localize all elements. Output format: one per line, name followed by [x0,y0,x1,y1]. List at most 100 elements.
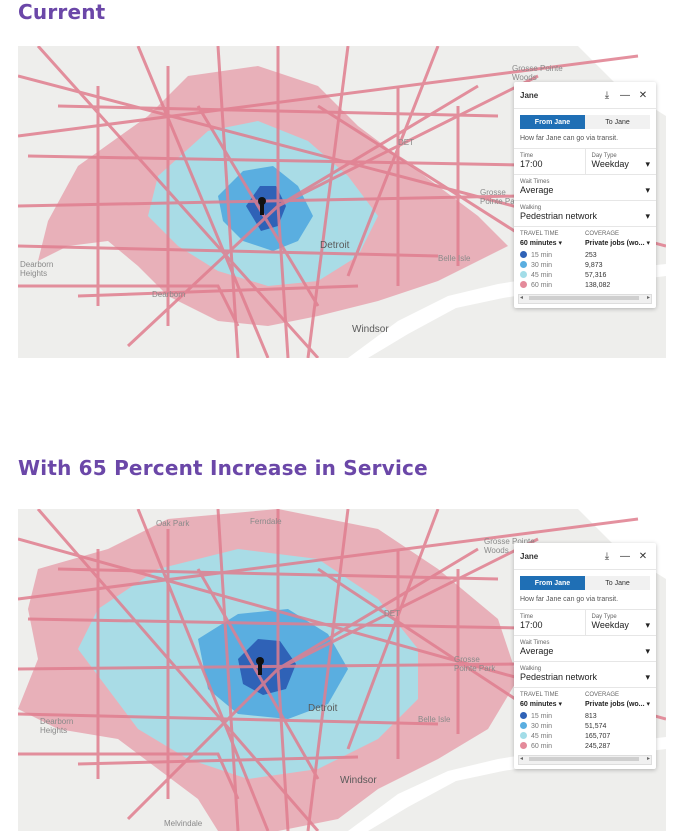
travel-time-value: 60 minutes [520,701,557,708]
caret-down-icon: ▾ [558,240,563,247]
wait-times-select[interactable]: Wait Times Average ▾ [514,636,656,662]
wait-times-select[interactable]: Wait Times Average ▾ [514,175,656,201]
day-type-value: Weekday [591,620,629,630]
label-grosse-pointe-park: Grosse Pointe Park [480,188,521,206]
coverage-header: COVERAGE [585,692,620,698]
day-type-value: Weekday [591,159,629,169]
table-row: 60 min 138,082 [520,280,650,290]
label-dearborn: Dearborn [152,290,186,299]
scrollbar-thumb[interactable] [529,296,639,300]
isochrone-map-increase[interactable]: Oak Park Ferndale Grosse Pointe Woods DE… [18,509,666,831]
row-label: 15 min [531,713,553,720]
wait-times-label: Wait Times [520,640,550,646]
walking-select[interactable]: Walking Pedestrian network ▾ [514,662,656,688]
row-value: 9,873 [585,261,603,269]
horizontal-scrollbar[interactable]: ◂ ▸ [518,294,652,304]
scroll-left-icon[interactable]: ◂ [520,756,524,762]
caret-down-icon: ▾ [646,701,650,708]
walking-label: Walking [520,666,542,672]
label-grosse-pointe-woods: Grosse Pointe Woods [512,64,563,82]
chevron-down-icon: ▾ [645,185,650,195]
tab-to-jane[interactable]: To Jane [585,576,650,590]
caret-down-icon: ▾ [558,701,563,708]
coverage-select[interactable]: Private jobs (wo... ▾ [585,700,650,708]
walking-value: Pedestrian network [520,211,598,221]
scroll-right-icon[interactable]: ▸ [646,295,650,301]
table-row: 30 min 51,574 [520,721,650,731]
walking-select[interactable]: Walking Pedestrian network ▾ [514,201,656,227]
tab-from-jane[interactable]: From Jane [520,115,585,129]
download-icon[interactable]: ⤓ [604,89,610,101]
close-icon[interactable]: ✕ [638,550,648,562]
travel-time-header: TRAVEL TIME [520,231,559,237]
caret-down-icon: ▾ [646,240,650,247]
label-grosse-pointe-park: Grosse Pointe Park [454,655,496,673]
table-row: 15 min 813 [520,711,650,721]
legend-dot-15 [520,251,527,258]
row-value: 57,316 [585,271,607,279]
travel-time-select[interactable]: 60 minutes ▾ [520,700,585,708]
close-icon[interactable]: ✕ [638,89,648,101]
wait-times-value: Average [520,646,554,656]
table-row: 30 min 9,873 [520,260,650,270]
time-label: Time [520,153,534,159]
day-type-select[interactable]: Day Type Weekday ▾ [584,610,657,635]
chevron-down-icon: ▾ [645,672,650,682]
label-belle-isle: Belle Isle [438,254,471,263]
tab-to-jane[interactable]: To Jane [585,115,650,129]
row-label: 60 min [531,282,553,289]
coverage-value: Private jobs (wo... [585,240,645,247]
legend-dot-60 [520,742,527,749]
travel-time-select[interactable]: 60 minutes ▾ [520,239,585,247]
time-field[interactable]: Time 17:00 [514,149,585,174]
row-label: 45 min [531,733,553,740]
isochrone-panel: Jane ⤓ — ✕ From Jane To Jane How far Jan… [514,82,656,308]
chevron-down-icon: ▾ [645,211,650,221]
label-det: DET [398,138,414,147]
table-row: 15 min 253 [520,250,650,260]
day-type-select[interactable]: Day Type Weekday ▾ [584,149,657,174]
day-type-label: Day Type [591,614,617,620]
row-label: 60 min [531,743,553,750]
origin-pin-icon [258,197,266,215]
row-value: 245,287 [585,742,611,750]
wait-times-value: Average [520,185,554,195]
row-label: 45 min [531,272,553,279]
row-label: 30 min [531,723,553,730]
transit-routes [18,46,666,358]
walking-value: Pedestrian network [520,672,598,682]
legend-dot-60 [520,281,527,288]
day-type-label: Day Type [591,153,617,159]
legend-dot-30 [520,261,527,268]
coverage-table: TRAVEL TIME COVERAGE 60 minutes ▾ Privat… [514,227,656,292]
horizontal-scrollbar[interactable]: ◂ ▸ [518,755,652,765]
section-title-increase: With 65 Percent Increase in Service [18,456,428,480]
tab-from-jane[interactable]: From Jane [520,576,585,590]
label-detroit: Detroit [320,240,350,251]
isochrone-map-current[interactable]: Grosse Pointe Woods DET Grosse Pointe Pa… [18,46,666,358]
row-value: 138,082 [585,281,611,289]
label-windsor: Windsor [340,775,377,786]
row-value: 253 [585,251,597,259]
minimize-icon[interactable]: — [620,550,630,562]
travel-time-header: TRAVEL TIME [520,692,559,698]
download-icon[interactable]: ⤓ [604,550,610,562]
coverage-select[interactable]: Private jobs (wo... ▾ [585,239,650,247]
label-belle-isle: Belle Isle [418,715,451,724]
time-field[interactable]: Time 17:00 [514,610,585,635]
table-row: 45 min 57,316 [520,270,650,280]
label-dearborn-heights: Dearborn Heights [40,717,74,735]
label-oak-park: Oak Park [156,519,190,528]
label-grosse-pointe-woods: Grosse Pointe Woods [484,537,535,555]
scrollbar-thumb[interactable] [529,757,639,761]
minimize-icon[interactable]: — [620,89,630,101]
label-dearborn-heights: Dearborn Heights [20,260,54,278]
isochrone-15-area [246,186,286,231]
isochrone-panel: Jane ⤓ — ✕ From Jane To Jane How far Jan… [514,543,656,769]
coverage-header: COVERAGE [585,231,620,237]
time-label: Time [520,614,534,620]
panel-title: Jane [520,551,539,561]
scroll-right-icon[interactable]: ▸ [646,756,650,762]
transit-routes [18,509,666,831]
scroll-left-icon[interactable]: ◂ [520,295,524,301]
